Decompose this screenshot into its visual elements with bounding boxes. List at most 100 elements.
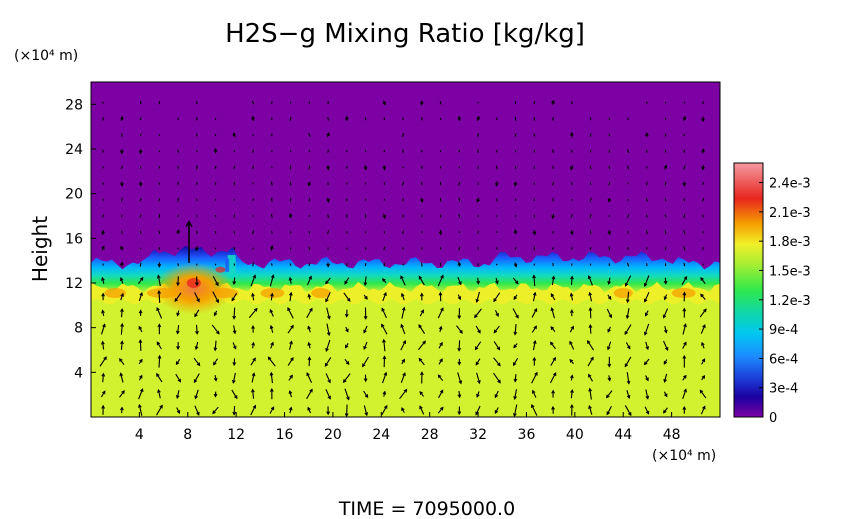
y-axis-label: Height <box>28 216 52 282</box>
velocity-arrow <box>362 356 369 367</box>
velocity-arrowhead <box>400 323 404 328</box>
velocity-arrowhead <box>175 330 180 335</box>
velocity-arrowhead <box>682 291 687 296</box>
velocity-arrowhead <box>196 411 200 416</box>
x-tick-label: 12 <box>227 427 245 443</box>
velocity-arrow <box>458 149 461 153</box>
velocity-arrow <box>327 117 330 121</box>
velocity-arrow <box>493 357 501 367</box>
velocity-arrow <box>231 389 238 399</box>
velocity-arrow <box>270 372 273 384</box>
velocity-arrowhead <box>701 166 705 171</box>
velocity-arrow <box>682 389 687 400</box>
velocity-arrow <box>476 133 480 137</box>
velocity-arrowhead <box>344 280 348 285</box>
velocity-arrow <box>587 357 594 367</box>
velocity-arrowhead <box>102 323 106 328</box>
velocity-arrow <box>551 181 555 186</box>
velocity-arrow <box>252 389 255 399</box>
velocity-arrow <box>589 197 592 202</box>
velocity-arrowhead <box>401 358 405 363</box>
velocity-arrowhead <box>212 410 216 415</box>
velocity-arrowhead <box>607 377 612 382</box>
velocity-arrowhead <box>326 263 330 268</box>
velocity-arrow <box>363 390 369 398</box>
velocity-arrow <box>624 405 632 416</box>
velocity-arrowhead <box>234 395 238 400</box>
hotspot-core <box>215 266 226 273</box>
velocity-arrowhead <box>663 360 668 365</box>
velocity-arrowhead <box>458 281 462 286</box>
velocity-arrow <box>400 372 406 383</box>
velocity-arrow <box>102 149 104 153</box>
velocity-arrowhead <box>308 275 312 280</box>
velocity-arrowhead <box>213 148 218 152</box>
velocity-arrow <box>214 134 217 137</box>
velocity-arrow <box>645 214 648 218</box>
velocity-arrow <box>549 372 557 384</box>
velocity-arrowhead <box>383 371 388 376</box>
velocity-arrowhead <box>213 377 218 382</box>
velocity-arrowhead <box>121 390 125 394</box>
velocity-arrow <box>495 165 498 170</box>
velocity-arrowhead <box>120 322 124 327</box>
velocity-arrowhead <box>438 291 443 296</box>
velocity-arrowhead <box>645 346 650 351</box>
velocity-arrow <box>139 262 142 267</box>
velocity-arrow <box>700 293 706 301</box>
velocity-arrowhead <box>607 280 611 285</box>
velocity-arrow <box>231 293 238 301</box>
velocity-arrowhead <box>177 378 181 383</box>
velocity-arrow <box>644 323 650 335</box>
velocity-arrow <box>457 276 462 285</box>
velocity-arrow <box>607 341 612 350</box>
velocity-arrowhead <box>438 325 443 330</box>
velocity-arrow <box>700 324 706 334</box>
velocity-arrowhead <box>625 299 630 304</box>
velocity-arrow <box>139 340 142 351</box>
velocity-arrowhead <box>195 247 199 252</box>
velocity-arrow <box>326 323 330 336</box>
velocity-arrowhead <box>215 299 219 304</box>
velocity-arrowhead <box>700 276 704 281</box>
velocity-arrowhead <box>512 362 517 367</box>
velocity-arrowhead <box>250 388 255 393</box>
velocity-arrowhead <box>457 394 462 399</box>
velocity-arrow <box>156 405 163 416</box>
velocity-arrow <box>119 358 125 365</box>
velocity-arrow <box>645 389 649 399</box>
plume <box>225 258 230 272</box>
velocity-arrowhead <box>326 332 331 337</box>
velocity-arrow <box>457 372 462 384</box>
velocity-arrow <box>194 309 200 317</box>
velocity-arrowhead <box>701 375 706 379</box>
velocity-arrowhead <box>267 356 272 361</box>
velocity-arrow <box>252 149 255 153</box>
velocity-arrowhead <box>457 315 462 320</box>
x-tick-label: 44 <box>614 427 632 443</box>
velocity-arrow <box>663 407 668 414</box>
x-tick-label: 8 <box>183 427 192 443</box>
velocity-arrowhead <box>569 231 574 236</box>
velocity-arrow <box>531 372 538 384</box>
velocity-arrow <box>589 182 592 185</box>
velocity-arrow <box>533 275 536 287</box>
x-unit-label: (×10⁴ m) <box>652 448 716 464</box>
velocity-arrowhead <box>232 315 237 320</box>
velocity-arrowhead <box>457 115 462 120</box>
velocity-arrowhead <box>533 307 538 312</box>
velocity-arrowhead <box>458 380 463 385</box>
velocity-arrow <box>139 198 142 202</box>
velocity-arrow <box>214 182 217 185</box>
velocity-arrowhead <box>289 340 293 345</box>
velocity-arrowhead <box>493 329 498 334</box>
velocity-arrowhead <box>139 374 143 379</box>
velocity-arrowhead <box>307 406 311 411</box>
velocity-arrow <box>570 389 573 399</box>
velocity-arrow <box>364 276 367 286</box>
velocity-arrowhead <box>608 314 613 319</box>
velocity-arrow <box>552 247 555 250</box>
velocity-arrowhead <box>683 388 687 393</box>
velocity-arrow <box>289 341 293 350</box>
velocity-arrow <box>420 181 423 186</box>
